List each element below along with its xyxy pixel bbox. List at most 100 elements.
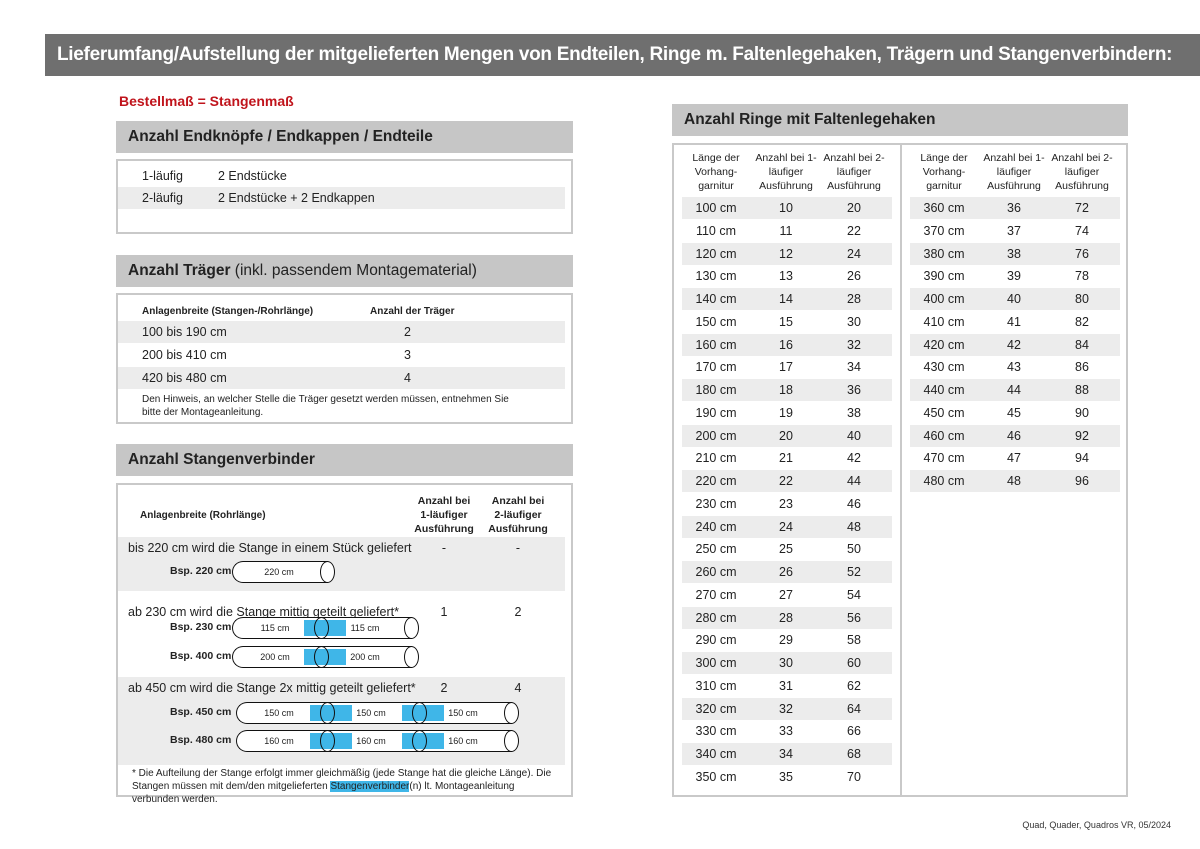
table-row: 330 cm 33 66 [682,720,892,742]
table-cell: 290 cm [695,633,737,648]
table-cell: 280 cm [695,610,737,625]
row-label: 2-läufig [142,191,183,205]
verbinder-group: bis 220 cm wird die Stange in einem Stüc… [118,537,565,591]
verbinder-heading: Anzahl Stangenverbinder [116,444,573,476]
rod-length-label: 200 cm [260,652,290,662]
table-cell: 44 [847,474,861,488]
count-1-laeufig: 1 [440,605,448,619]
rod-end-icon [404,617,419,639]
col-header: Länge der Vorhang- garnitur [692,152,740,192]
table-row: 260 cm 26 52 [682,561,892,583]
table-cell: 60 [847,656,861,670]
count-1-laeufig: 2 [440,681,448,695]
table-cell: 13 [779,269,793,284]
table-cell: 41 [1007,314,1021,329]
table-row: 430 cm 43 86 [910,356,1120,378]
range: 420 bis 480 cm [142,371,227,385]
table-cell: 62 [847,678,861,693]
table-row: 420 cm 42 84 [910,333,1120,356]
col-header: Anzahl der Träger [370,306,455,317]
table-cell: 40 [847,428,861,443]
verbinder-group: ab 230 cm wird die Stange mittig geteilt… [118,601,565,677]
table-row: 460 cm 46 92 [910,424,1120,447]
table-cell: 140 cm [695,292,737,306]
col-header: Länge der Vorhang- garnitur [920,152,968,192]
table-cell: 130 cm [695,269,737,284]
table-cell: 70 [847,769,861,784]
table-cell: 36 [847,383,861,397]
table-cell: 92 [1075,428,1089,443]
rod-joint-icon [412,702,427,724]
table-cell: 10 [779,201,793,215]
table-cell: 42 [847,451,861,466]
table-cell: 360 cm [923,201,965,215]
example-label: Bsp. 450 cm [170,706,232,718]
table-row: 370 cm 37 74 [910,220,1120,242]
table-cell: 100 cm [695,201,737,215]
table-row: 190 cm 19 38 [682,402,892,424]
rod-length-label: 160 cm [264,736,294,746]
table-cell: 50 [847,542,861,557]
table-cell: 450 cm [923,405,965,420]
table-cell: 470 cm [923,451,965,466]
table-cell: 460 cm [923,428,965,443]
table-cell: 180 cm [695,383,737,397]
rod-length-label: 150 cm [448,708,478,718]
table-row: 100 cm 10 20 [682,197,892,219]
table-cell: 320 cm [695,701,737,716]
example-label: Bsp. 230 cm [170,621,232,633]
table-row: 110 cm 11 22 [682,220,892,242]
table-cell: 150 cm [695,314,737,329]
col-header: Anzahl bei 2-läufiger Ausführung [823,152,885,192]
table-cell: 430 cm [923,360,965,375]
table-cell: 39 [1007,269,1021,284]
table-cell: 33 [779,724,793,739]
rod-end-icon [404,646,419,668]
traeger-box: Anlagenbreite (Stangen-/Rohrlänge) Anzah… [116,293,573,424]
table-row: 230 cm 23 46 [682,493,892,515]
table-row: 170 cm 17 34 [682,356,892,378]
table-cell: 24 [847,246,861,261]
table-row: 250 cm 25 50 [682,538,892,560]
table-cell: 190 cm [695,405,737,420]
table-cell: 52 [847,565,861,579]
table-cell: 29 [779,633,793,648]
rod-joint-icon [320,702,335,724]
footnote-highlight: Stangenverbinder [330,781,410,792]
table-cell: 48 [1007,474,1021,488]
table-cell: 23 [779,496,793,511]
col-header: Anzahl bei 2-läufiger Ausführung [1051,152,1113,192]
col-header: Anzahl bei 1-läufiger Ausführung [983,152,1045,192]
rod-joint-icon [314,646,329,668]
endteile-heading: Anzahl Endknöpfe / Endkappen / Endteile [116,121,573,153]
table-row: 400 cm 40 80 [910,288,1120,310]
order-size-note: Bestellmaß = Stangenmaß [119,93,294,109]
example-label: Bsp. 480 cm [170,734,232,746]
table-cell: 440 cm [923,383,965,397]
table-cell: 250 cm [695,542,737,557]
table-cell: 22 [847,223,861,238]
table-row: 180 cm 18 36 [682,379,892,401]
row-value: 2 Endstücke + 2 Endkappen [218,191,375,205]
rod-length-label: 150 cm [356,708,386,718]
table-cell: 30 [779,656,793,670]
count: 3 [404,348,411,362]
table-cell: 76 [1075,246,1089,261]
table-row: 200 cm 20 40 [682,424,892,447]
heading-bold: Anzahl Träger [128,262,231,279]
rod-length-label: 200 cm [350,652,380,662]
table-cell: 380 cm [923,246,965,261]
footnote-text: * Die Aufteilung der Stange erfolgt imme… [132,768,552,792]
table-cell: 24 [779,519,793,534]
table-cell: 340 cm [695,747,737,761]
rod-joint-icon [412,730,427,752]
rod-length-label: 115 cm [260,623,290,633]
table-cell: 90 [1075,405,1089,420]
endteile-box: 1-läufig 2 Endstücke 2-läufig 2 Endstücke … [116,159,573,234]
count-2-laeufig: - [515,541,521,555]
table-cell: 48 [847,519,861,534]
table-row: 290 cm 29 58 [682,629,892,651]
table-cell: 350 cm [695,769,737,784]
count: 2 [404,325,411,339]
table-row: 340 cm 34 68 [682,743,892,765]
